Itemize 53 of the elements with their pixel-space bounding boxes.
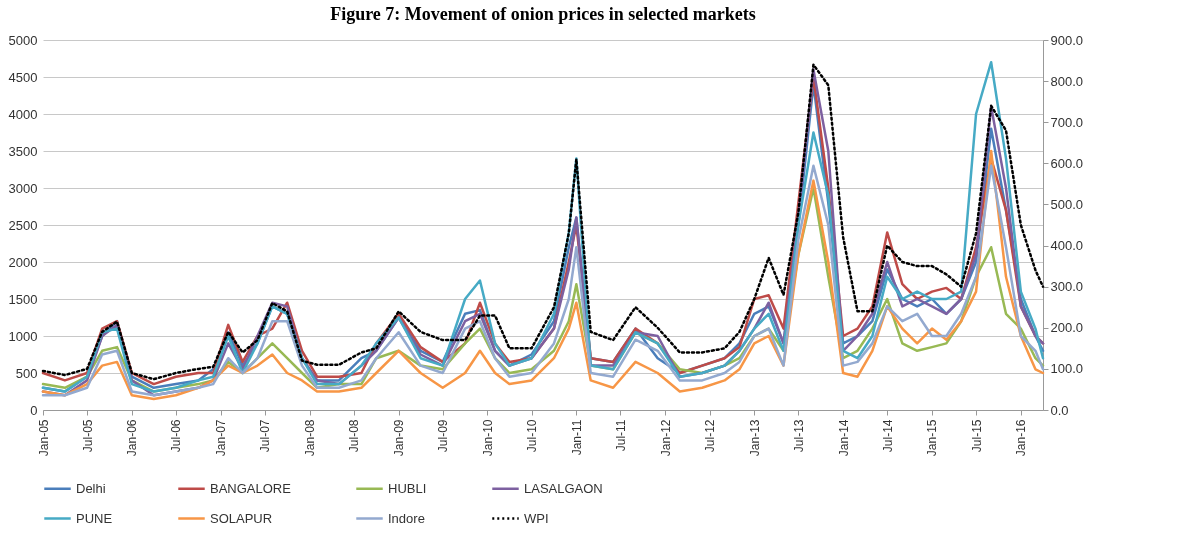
y2-tick-label: 100.0 [1050, 361, 1084, 377]
y-tick-label: 3000 [8, 180, 38, 196]
x-tick-label: Jan-07 [214, 419, 229, 457]
x-tick-label: Jul-13 [791, 419, 806, 453]
legend-label: Delhi [76, 480, 106, 496]
x-tick-label: Jan-14 [836, 419, 851, 457]
x-tick-label: Jan-11 [569, 419, 584, 456]
y2-tick-label: 200.0 [1050, 320, 1084, 336]
x-tick-label: Jul-05 [80, 419, 95, 453]
y-tick-label: 1000 [8, 328, 38, 344]
y2-tick-label: 0.0 [1050, 402, 1069, 418]
x-tick-label: Jan-12 [658, 419, 673, 457]
y-tick-label: 0 [30, 402, 38, 418]
x-tick-label: Jul-09 [436, 419, 451, 453]
x-tick-label: Jan-09 [392, 419, 407, 457]
y2-tick-label: 700.0 [1050, 114, 1084, 130]
x-tick-label: Jul-08 [347, 419, 362, 453]
x-tick-label: Jan-15 [925, 419, 940, 457]
y-tick-label: 2000 [8, 254, 38, 270]
y2-tick-label: 500.0 [1050, 196, 1084, 212]
x-tick-label: Jan-16 [1014, 419, 1029, 457]
x-tick-label: Jan-06 [125, 419, 140, 457]
legend-label: BANGALORE [210, 480, 292, 496]
y2-tick-label: 800.0 [1050, 73, 1084, 89]
y-tick-label: 1500 [8, 291, 38, 307]
legend-label: PUNE [76, 510, 113, 526]
y2-tick-label: 900.0 [1050, 32, 1084, 48]
x-tick-label: Jul-10 [525, 419, 540, 453]
y-tick-label: 4500 [8, 69, 38, 85]
legend-label: WPI [524, 510, 549, 526]
y-tick-label: 2500 [8, 217, 38, 233]
y2-tick-label: 300.0 [1050, 279, 1084, 295]
x-tick-label: Jan-05 [36, 419, 51, 457]
y-tick-label: 5000 [8, 32, 38, 48]
x-tick-label: Jul-12 [703, 419, 717, 453]
x-tick-label: Jul-07 [258, 419, 273, 453]
legend-label: LASALGAON [524, 480, 603, 496]
legend-label: HUBLI [388, 480, 427, 496]
x-tick-label: Jul-14 [880, 419, 895, 453]
legend-label: SOLAPUR [210, 510, 273, 526]
x-tick-label: Jul-06 [169, 419, 184, 453]
x-tick-label: Jul-15 [969, 419, 984, 453]
x-tick-label: Jan-13 [747, 419, 762, 457]
y-tick-label: 4000 [8, 106, 38, 122]
y-tick-label: 3500 [8, 143, 38, 159]
y2-tick-label: 400.0 [1050, 238, 1084, 254]
x-tick-label: Jan-08 [303, 419, 318, 457]
chart-title: Figure 7: Movement of onion prices in selected markets [330, 4, 756, 24]
x-tick-label: Jan-10 [481, 419, 495, 457]
x-tick-label: Jul-11 [613, 419, 628, 452]
y2-tick-label: 600.0 [1050, 155, 1084, 171]
y-tick-label: 500 [15, 365, 38, 381]
legend-label: Indore [388, 510, 425, 526]
